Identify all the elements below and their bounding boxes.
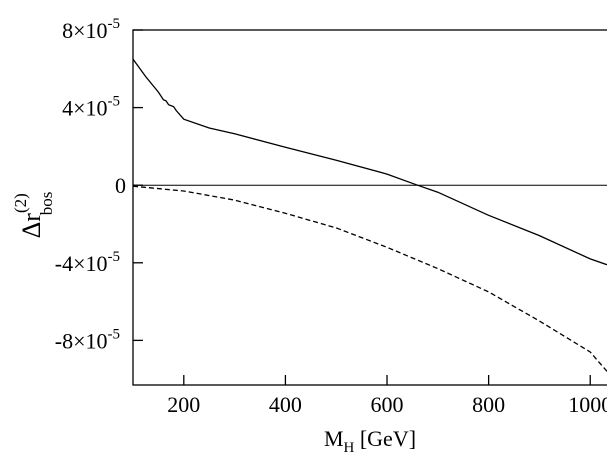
y-tick-label: 0 (115, 173, 126, 198)
y-tick-base: 8×10 (62, 18, 107, 43)
y-tick-base: -4×10 (55, 251, 108, 276)
y-label-base: Δr (17, 213, 46, 239)
y-tick-base: 4×10 (62, 96, 107, 121)
y-label-sup: (2) (11, 193, 30, 213)
x-tick-label: 800 (472, 392, 505, 417)
y-tick-exponent: -5 (108, 16, 121, 32)
y-tick-label: 4×10-5 (62, 94, 120, 121)
y-tick-exponent: -5 (108, 249, 121, 265)
x-tick-label: 600 (371, 392, 404, 417)
x-tick-label: 1000 (568, 392, 607, 417)
y-tick-label: 8×10-5 (62, 16, 120, 43)
y-tick-exponent: -5 (108, 326, 121, 342)
y-tick-exponent: -5 (108, 94, 121, 110)
x-label-base: M (324, 426, 344, 451)
y-tick-label: -8×10-5 (55, 326, 120, 353)
series-line (132, 185, 607, 372)
y-tick-label: -4×10-5 (55, 249, 120, 276)
x-axis-label: MH [GeV] (324, 426, 416, 456)
x-tick-label: 400 (269, 392, 302, 417)
y-axis-label: Δr(2) bos (11, 192, 56, 239)
y-label-sub: bos (37, 192, 56, 216)
x-label-rest: [GeV] (354, 426, 416, 451)
series-line (132, 58, 607, 266)
x-tick-label: 200 (167, 392, 200, 417)
y-tick-base: -8×10 (55, 328, 108, 353)
plot-frame (132, 29, 607, 386)
x-label-sub: H (344, 440, 355, 456)
